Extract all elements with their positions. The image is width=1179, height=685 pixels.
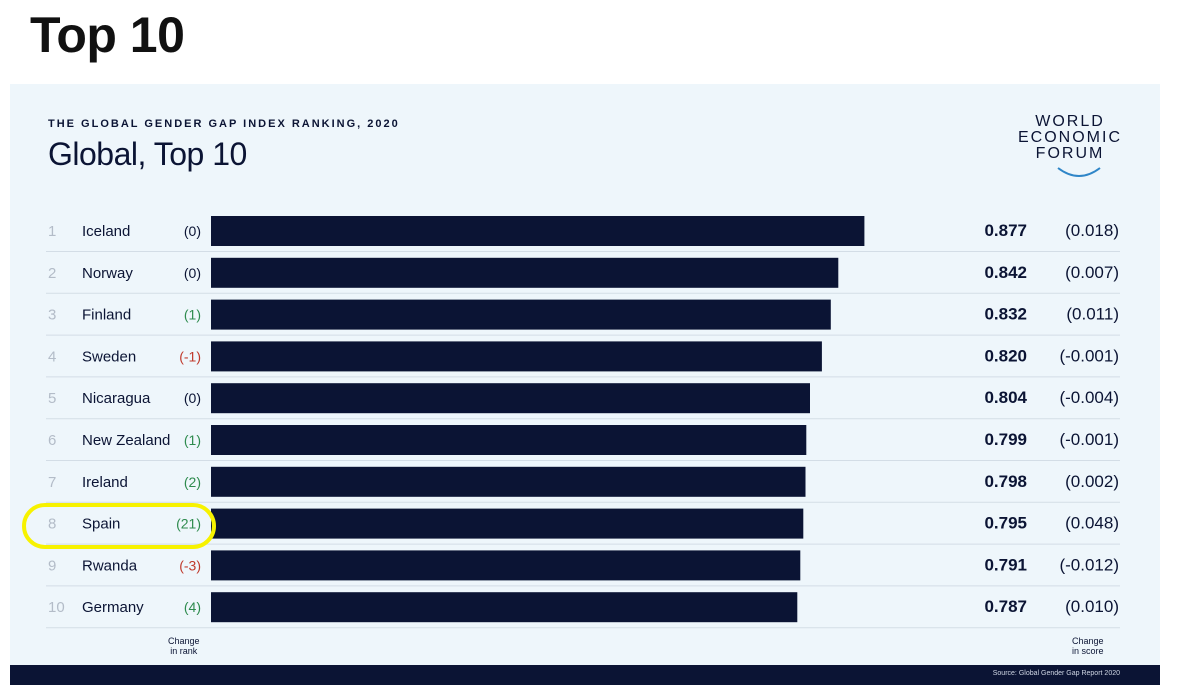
rank-number: 3: [48, 307, 56, 324]
score-value-label: 0.877: [984, 221, 1027, 240]
score-change-label: (0.048): [1065, 514, 1119, 533]
chart-card: THE GLOBAL GENDER GAP INDEX RANKING, 202…: [10, 84, 1160, 685]
rank-number: 6: [48, 432, 56, 449]
rank-change-label: (1): [184, 432, 201, 448]
score-change-label: (0.018): [1065, 221, 1119, 240]
logo-arc-icon: [1057, 167, 1101, 177]
rank-change-label: (0): [184, 223, 201, 239]
score-value-label: 0.799: [984, 430, 1027, 449]
rank-number: 9: [48, 557, 56, 574]
country-label: Nicaragua: [82, 390, 151, 407]
score-bar: [211, 216, 865, 246]
score-value-label: 0.832: [984, 305, 1027, 324]
rank-number: 8: [48, 516, 56, 533]
logo-line-world: WORLD: [1035, 113, 1105, 130]
country-label: Iceland: [82, 223, 130, 240]
country-label: Norway: [82, 265, 133, 282]
rank-number: 10: [48, 599, 65, 616]
rank-change-label: (2): [184, 474, 201, 490]
score-bar: [211, 508, 804, 539]
change-in-score-line-2: in score: [1072, 646, 1104, 656]
rank-change-label: (1): [184, 307, 201, 323]
score-value-label: 0.820: [984, 346, 1027, 365]
bar-chart: 1 Iceland (0) 0.877 (0.018) 2 Norway (0) 0.842 (0…: [46, 216, 1120, 629]
score-bar: [211, 425, 807, 455]
score-value-label: 0.791: [984, 555, 1027, 574]
chart-title: Global, Top 10: [48, 136, 247, 172]
country-label: New Zealand: [82, 432, 170, 449]
score-value-label: 0.804: [984, 388, 1027, 407]
country-label: Finland: [82, 307, 131, 324]
footer-bar: Source: Global Gender Gap Report 2020: [10, 665, 1160, 685]
logo-line-forum: FORUM: [1035, 145, 1105, 162]
score-change-label: (0.011): [1066, 305, 1119, 324]
score-change-label: (0.002): [1065, 472, 1119, 491]
rank-change-label: (-1): [179, 348, 201, 364]
score-bar: [211, 341, 822, 372]
score-bar: [211, 257, 839, 288]
score-value-label: 0.798: [984, 472, 1027, 491]
page-heading: Top 10: [30, 7, 185, 63]
score-change-label: (-0.004): [1059, 388, 1119, 407]
score-change-label: (-0.012): [1059, 555, 1119, 574]
score-bar: [211, 550, 801, 581]
rank-change-label: (0): [184, 265, 201, 281]
country-label: Rwanda: [82, 557, 138, 574]
rank-number: 5: [48, 390, 56, 407]
score-change-label: (0.010): [1065, 597, 1119, 616]
country-label: Ireland: [82, 474, 128, 491]
score-bar: [211, 299, 831, 330]
country-label: Spain: [82, 516, 120, 533]
country-label: Germany: [82, 599, 144, 616]
rank-number: 4: [48, 348, 56, 365]
logo-line-economic: ECONOMIC: [1018, 129, 1122, 146]
score-bar: [211, 383, 810, 414]
change-in-score-label: Change in score: [1072, 636, 1104, 656]
rank-number: 7: [48, 474, 56, 491]
change-in-rank-line-2: in rank: [170, 646, 198, 656]
country-label: Sweden: [82, 348, 136, 365]
score-change-label: (-0.001): [1059, 346, 1119, 365]
score-value-label: 0.842: [984, 263, 1027, 282]
change-in-score-line-1: Change: [1072, 636, 1104, 646]
score-change-label: (0.007): [1065, 263, 1119, 282]
score-value-label: 0.795: [984, 514, 1027, 533]
score-bar: [211, 592, 798, 623]
source-note: Source: Global Gender Gap Report 2020: [992, 670, 1120, 677]
spain-highlight-circle: [22, 503, 216, 549]
rank-number: 2: [48, 265, 56, 282]
score-bar: [211, 466, 806, 497]
rank-number: 1: [48, 223, 56, 240]
change-in-rank-line-1: Change: [168, 636, 200, 646]
change-in-rank-label: Change in rank: [168, 636, 200, 656]
chart-subtitle: THE GLOBAL GENDER GAP INDEX RANKING, 202…: [48, 118, 400, 130]
rank-change-label: (-3): [179, 557, 201, 573]
rank-change-label: (4): [184, 599, 201, 615]
score-value-label: 0.787: [984, 597, 1027, 616]
score-change-label: (-0.001): [1059, 430, 1119, 449]
rank-change-label: (0): [184, 390, 201, 406]
wef-logo: WORLD ECONOMIC FORUM: [1010, 114, 1130, 184]
